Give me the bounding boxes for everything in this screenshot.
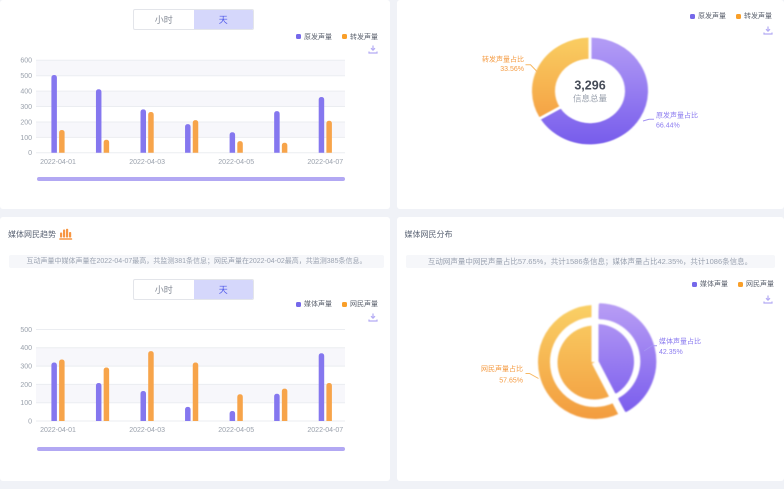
svg-text:2022-04-05: 2022-04-05 (218, 159, 254, 166)
svg-text:2022-04-03: 2022-04-03 (129, 427, 165, 434)
svg-text:2022-04-05: 2022-04-05 (218, 427, 254, 434)
svg-text:33.56%: 33.56% (500, 66, 524, 73)
svg-text:400: 400 (20, 89, 32, 96)
svg-text:500: 500 (20, 327, 32, 334)
svg-text:信息总量: 信息总量 (572, 94, 607, 104)
svg-text:300: 300 (20, 364, 32, 371)
svg-text:200: 200 (20, 382, 32, 389)
svg-text:3,296: 3,296 (574, 79, 605, 93)
svg-text:100: 100 (20, 400, 32, 407)
svg-text:100: 100 (20, 135, 32, 142)
svg-text:600: 600 (20, 58, 32, 65)
svg-text:转发声量占比: 转发声量占比 (482, 54, 524, 63)
svg-text:2022-04-01: 2022-04-01 (40, 427, 76, 434)
svg-text:0: 0 (28, 150, 32, 157)
svg-text:网民声量占比: 网民声量占比 (481, 364, 523, 373)
svg-text:57.65%: 57.65% (499, 377, 523, 384)
svg-text:400: 400 (20, 345, 32, 352)
svg-text:2022-04-07: 2022-04-07 (307, 427, 343, 434)
svg-text:200: 200 (20, 119, 32, 126)
svg-text:500: 500 (20, 73, 32, 80)
svg-text:媒体声量占比: 媒体声量占比 (659, 336, 701, 345)
svg-text:2022-04-01: 2022-04-01 (40, 159, 76, 166)
svg-text:42.35%: 42.35% (659, 349, 683, 356)
svg-text:66.44%: 66.44% (656, 122, 680, 129)
svg-text:2022-04-03: 2022-04-03 (129, 159, 165, 166)
svg-text:2022-04-07: 2022-04-07 (307, 159, 343, 166)
svg-text:300: 300 (20, 104, 32, 111)
svg-text:0: 0 (28, 418, 32, 425)
svg-text:原发声量占比: 原发声量占比 (656, 110, 698, 119)
